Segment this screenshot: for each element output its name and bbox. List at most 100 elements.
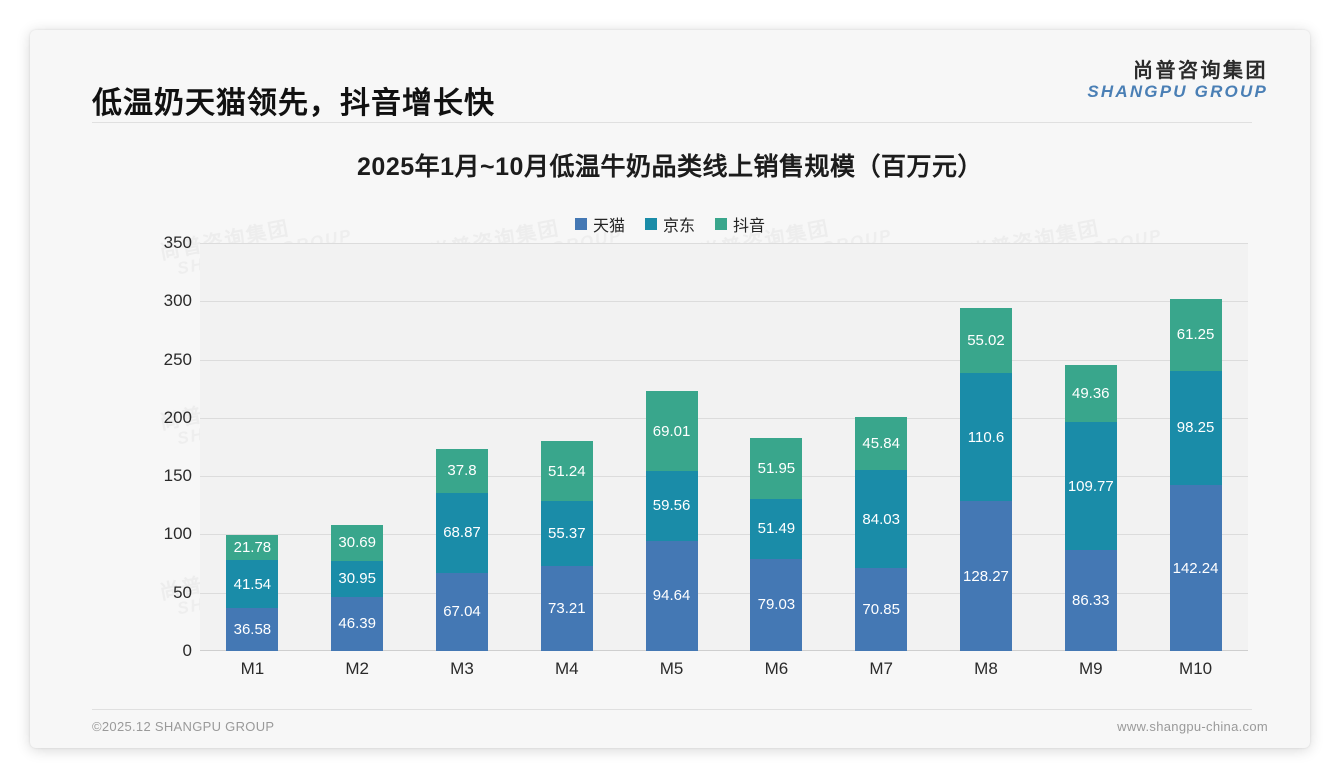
bar-column[interactable]: 94.64 59.56 69.01 — [619, 243, 724, 651]
axis-baseline — [200, 650, 1248, 651]
gridline — [200, 534, 1248, 536]
bar-value-label: 49.36 — [1071, 385, 1110, 403]
bar-segment[interactable]: 36.58 — [226, 608, 279, 651]
bar-segment[interactable]: 128.27 — [959, 501, 1012, 651]
bar-segment[interactable]: 51.24 — [540, 441, 593, 502]
x-axis-tick: M6 — [764, 659, 789, 678]
bar-segment[interactable]: 30.69 — [331, 525, 384, 561]
y-axis-tick: 350 — [163, 233, 192, 252]
bar-segment[interactable]: 45.84 — [855, 417, 908, 471]
bar-segment[interactable]: 70.85 — [855, 568, 908, 651]
bar-segment[interactable]: 51.49 — [750, 498, 803, 559]
bar-column[interactable]: 73.21 55.37 51.24 — [514, 243, 619, 651]
bar-value-label: 41.54 — [233, 575, 272, 593]
bar-segment[interactable]: 41.54 — [226, 559, 279, 609]
footer-website: www.shangpu-china.com — [1117, 719, 1268, 734]
bar-stack: 36.58 41.54 21.78 — [226, 534, 279, 651]
bar-column[interactable]: 86.33 109.77 49.36 — [1038, 243, 1143, 651]
bar-stack: 46.39 30.95 30.69 — [331, 525, 384, 651]
legend-label: 京东 — [662, 218, 695, 235]
x-axis-tick: M3 — [450, 659, 474, 678]
bar-segment[interactable]: 73.21 — [540, 565, 593, 651]
gridline — [200, 592, 1248, 594]
y-axis-tick: 0 — [182, 641, 192, 660]
x-axis-tick: M5 — [659, 659, 684, 678]
x-axis-tick: M4 — [554, 659, 579, 678]
bar-value-label: 55.02 — [967, 332, 1005, 349]
bar-value-label: 30.95 — [338, 570, 376, 588]
bar-group: 36.58 41.54 21.78 46.39 30.95 30.69 67.04 68.87… — [200, 243, 1248, 651]
bar-segment[interactable]: 69.01 — [645, 390, 698, 472]
y-axis-tick: 50 — [173, 582, 192, 602]
bar-value-label: 68.87 — [443, 524, 481, 542]
bar-segment[interactable]: 98.25 — [1169, 370, 1222, 486]
bar-segment[interactable]: 21.78 — [226, 534, 279, 560]
bar-column[interactable]: 128.27 110.6 55.02 — [934, 243, 1039, 651]
x-axis-tick: M2 — [345, 659, 369, 678]
y-axis-tick: 150 — [163, 466, 192, 486]
bar-segment[interactable]: 67.04 — [435, 572, 488, 651]
header-divider — [92, 122, 1252, 123]
bar-segment[interactable]: 55.37 — [540, 501, 593, 566]
bar-stack: 70.85 84.03 45.84 — [855, 417, 908, 651]
bar-value-label: 37.8 — [447, 462, 477, 480]
bar-segment[interactable]: 51.95 — [750, 438, 803, 499]
gridline — [200, 359, 1248, 361]
y-axis-tick: 300 — [163, 291, 192, 311]
bar-segment[interactable]: 30.95 — [331, 560, 384, 597]
y-axis-tick: 200 — [163, 407, 192, 427]
bar-segment[interactable]: 46.39 — [331, 596, 384, 651]
bar-column[interactable]: 46.39 30.95 30.69 — [305, 243, 410, 651]
legend-item[interactable]: 天猫 — [574, 212, 625, 236]
bar-segment[interactable]: 55.02 — [959, 308, 1012, 373]
chart-legend: 天猫 京东 抖音 — [30, 212, 1310, 236]
bar-value-label: 55.37 — [548, 524, 586, 542]
bar-segment[interactable]: 110.6 — [959, 372, 1012, 502]
bar-value-label: 109.77 — [1067, 477, 1114, 495]
bar-segment[interactable]: 109.77 — [1064, 422, 1117, 551]
bar-segment[interactable]: 142.24 — [1169, 485, 1222, 651]
legend-swatch-icon — [715, 218, 727, 230]
bar-value-label: 61.25 — [1176, 326, 1215, 344]
bar-segment[interactable]: 49.36 — [1064, 364, 1117, 423]
legend-item[interactable]: 京东 — [644, 212, 695, 236]
bar-column[interactable]: 67.04 68.87 37.8 — [410, 243, 515, 651]
bar-column[interactable]: 79.03 51.49 51.95 — [724, 243, 829, 651]
x-axis-tick: M1 — [240, 659, 265, 678]
footer-divider — [92, 709, 1252, 710]
bar-stack: 67.04 68.87 37.8 — [435, 448, 488, 651]
slide-header: 低温奶天猫领先，抖音增长快 尚普咨询集团 SHANGPU GROUP — [30, 30, 1310, 122]
x-axis-tick: M7 — [869, 659, 893, 678]
brand-logo: 尚普咨询集团 SHANGPU GROUP — [1087, 60, 1268, 101]
bar-column[interactable]: 36.58 41.54 21.78 — [200, 243, 305, 651]
bar-stack: 142.24 98.25 61.25 — [1169, 299, 1222, 651]
bar-column[interactable]: 142.24 98.25 61.25 — [1143, 243, 1248, 651]
bar-value-label: 45.84 — [862, 435, 900, 453]
bar-segment[interactable]: 68.87 — [435, 492, 488, 573]
bar-value-label: 46.39 — [338, 615, 376, 633]
bar-value-label: 79.03 — [757, 596, 796, 614]
legend-item[interactable]: 抖音 — [715, 212, 765, 236]
x-axis-tick: M8 — [974, 659, 998, 678]
bar-column[interactable]: 70.85 84.03 45.84 — [829, 243, 934, 651]
brand-logo-cn: 尚普咨询集团 — [1133, 60, 1268, 82]
bar-value-label: 51.95 — [757, 460, 796, 478]
bar-stack: 79.03 51.49 51.95 — [750, 438, 803, 651]
bar-value-label: 70.85 — [862, 601, 900, 619]
bar-value-label: 69.01 — [652, 422, 691, 440]
bar-segment[interactable]: 86.33 — [1064, 550, 1117, 651]
bar-segment[interactable]: 94.64 — [645, 540, 698, 651]
bar-segment[interactable]: 37.8 — [435, 448, 488, 493]
bar-segment[interactable]: 84.03 — [855, 470, 908, 569]
chart-container: 0 50 100 150 200 250 300 350 36.58 41.54 21.78 46.… — [92, 233, 1252, 690]
bar-segment[interactable]: 59.56 — [645, 471, 698, 541]
legend-swatch-icon — [644, 218, 657, 230]
bar-value-label: 59.56 — [652, 497, 691, 515]
bar-value-label: 51.49 — [757, 520, 796, 538]
bar-segment[interactable]: 61.25 — [1169, 299, 1222, 371]
bar-value-label: 36.58 — [233, 621, 272, 639]
bar-segment[interactable]: 79.03 — [750, 558, 803, 651]
x-axis-tick: M10 — [1179, 659, 1213, 678]
bar-stack: 86.33 109.77 49.36 — [1064, 364, 1117, 651]
